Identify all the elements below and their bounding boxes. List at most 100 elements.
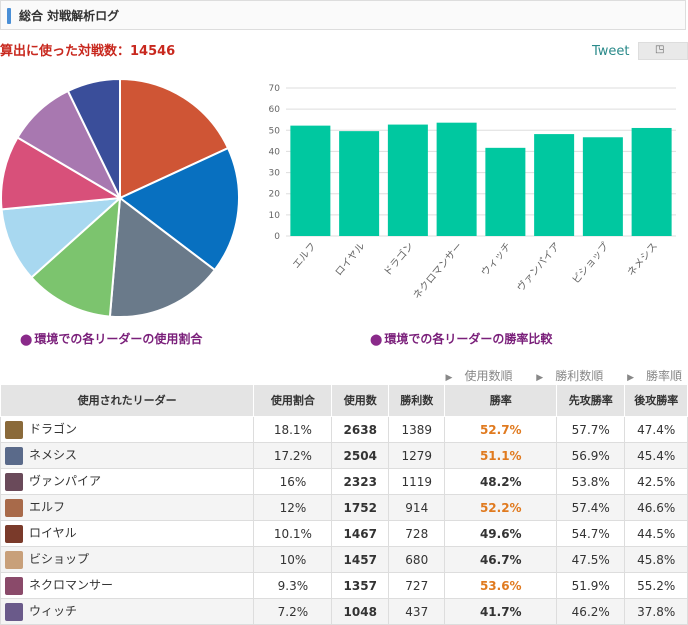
uses-cell: 1357 — [331, 572, 390, 599]
pie-slice[interactable] — [66, 78, 121, 199]
leader-name: ロイヤル — [29, 526, 77, 541]
share-button[interactable]: ◳ — [638, 42, 688, 60]
sort-by-wins[interactable]: ▶ 勝利数順 — [526, 369, 603, 383]
bar[interactable] — [582, 137, 623, 236]
uses-cell: 1752 — [331, 494, 390, 521]
pie-slice[interactable] — [118, 146, 240, 272]
leader-name: エルフ — [29, 500, 66, 515]
leader-cell: ドラゴン — [0, 416, 255, 443]
table-header-row: 使用されたリーダー 使用割合 使用数 勝利数 勝率 先攻勝率 後攻勝率 — [0, 384, 688, 417]
leader-name: ウィッチ — [29, 604, 78, 619]
first-winrate-cell: 54.7% — [556, 520, 626, 547]
bar[interactable] — [485, 147, 526, 236]
first-winrate-cell: 57.4% — [556, 494, 626, 521]
x-tick-label: ロイヤル — [333, 241, 367, 278]
x-tick-label: ネメシス — [625, 240, 660, 278]
y-tick-label: 70 — [269, 84, 281, 94]
first-winrate-cell: 46.2% — [556, 598, 626, 625]
ratio-cell: 12% — [253, 494, 333, 521]
caret-right-icon: ▶ — [536, 373, 544, 383]
leader-avatar-icon — [5, 472, 23, 491]
col-winrate: 勝率 — [444, 384, 558, 417]
bar-caption-text: 環境での各リーダーの勝率比較 — [384, 332, 553, 346]
y-tick-label: 10 — [269, 211, 281, 221]
x-tick-label: エルフ — [291, 241, 319, 271]
second-winrate-cell: 55.2% — [624, 572, 688, 599]
caret-right-icon: ▶ — [627, 373, 634, 383]
bar[interactable] — [534, 134, 575, 236]
table-row: ロイヤル 10.1% 1467 728 49.6% 54.7% 44.5% — [0, 520, 688, 547]
page-header: 総合 対戦解析ログ — [0, 0, 686, 30]
bar[interactable] — [339, 131, 380, 236]
winrate-cell: 51.1% — [444, 442, 558, 469]
leader-cell: ネメシス — [0, 442, 255, 469]
leader-avatar-icon — [5, 446, 23, 465]
first-winrate-cell: 51.9% — [556, 572, 626, 599]
table-row: ビショップ 10% 1457 680 46.7% 47.5% 45.8% — [0, 546, 688, 573]
col-ratio: 使用割合 — [253, 384, 333, 417]
pie-caption-text: 環境での各リーダーの使用割合 — [34, 332, 203, 346]
usage-pie-chart — [0, 78, 240, 318]
bar[interactable] — [436, 122, 477, 236]
caret-right-icon: ▶ — [445, 373, 453, 383]
ratio-cell: 10.1% — [253, 520, 333, 547]
ratio-cell: 9.3% — [253, 572, 333, 599]
pie-slice[interactable] — [108, 196, 217, 318]
leader-avatar-icon — [5, 576, 23, 595]
leader-avatar-icon — [5, 524, 23, 543]
first-winrate-cell: 57.7% — [556, 416, 626, 443]
leader-name: ヴァンパイア — [29, 474, 102, 489]
bar[interactable] — [631, 127, 672, 236]
wins-cell: 728 — [388, 520, 446, 547]
pie-slice[interactable] — [30, 195, 122, 318]
pie-slice[interactable] — [119, 78, 230, 200]
bar[interactable] — [387, 124, 428, 236]
sort-label: 使用数順 — [464, 369, 513, 383]
uses-cell: 2638 — [331, 416, 390, 443]
leader-cell: ヴァンパイア — [0, 468, 255, 495]
wins-cell: 1119 — [388, 468, 446, 495]
y-tick-label: 0 — [274, 232, 280, 242]
tweet-link[interactable]: Tweet — [592, 44, 630, 59]
uses-cell: 2504 — [331, 442, 390, 469]
map-pin-icon: ⬤ — [370, 333, 383, 346]
y-tick-label: 60 — [269, 105, 281, 115]
winrate-cell: 52.2% — [444, 494, 558, 521]
leader-avatar-icon — [5, 602, 23, 621]
sort-by-winrate[interactable]: ▶ 勝率順 — [617, 369, 682, 383]
bookmark-icon: ◳ — [655, 44, 665, 55]
first-winrate-cell: 56.9% — [556, 442, 626, 469]
second-winrate-cell: 44.5% — [624, 520, 688, 547]
table-row: ヴァンパイア 16% 2323 1119 48.2% 53.8% 42.5% — [0, 468, 688, 495]
leader-avatar-icon — [5, 420, 23, 439]
sort-by-uses[interactable]: ▶ 使用数順 — [436, 369, 513, 383]
table-row: ウィッチ 7.2% 1048 437 41.7% 46.2% 37.8% — [0, 598, 688, 625]
x-tick-label: ドラゴン — [381, 240, 417, 279]
ratio-cell: 10% — [253, 546, 333, 573]
leader-name: ビショップ — [29, 552, 90, 567]
x-tick-label: ウィッチ — [479, 240, 514, 278]
winrate-cell: 48.2% — [444, 468, 558, 495]
table-row: ドラゴン 18.1% 2638 1389 52.7% 57.7% 47.4% — [0, 416, 688, 443]
winrate-cell: 49.6% — [444, 520, 558, 547]
ratio-cell: 18.1% — [253, 416, 333, 443]
second-winrate-cell: 45.4% — [624, 442, 688, 469]
winrate-cell: 41.7% — [444, 598, 558, 625]
winrate-cell: 53.6% — [444, 572, 558, 599]
leader-cell: ビショップ — [0, 546, 255, 573]
bar[interactable] — [290, 125, 331, 236]
sort-label: 勝利数順 — [555, 369, 604, 383]
uses-cell: 2323 — [331, 468, 390, 495]
battle-count: 算出に使った対戦数：14546 — [0, 44, 176, 59]
sort-links: ▶ 使用数順 ▶ 勝利数順 ▶ 勝率順 — [426, 367, 682, 384]
x-tick-label: ヴァンパイア — [514, 240, 563, 294]
leader-avatar-icon — [5, 498, 23, 517]
second-winrate-cell: 42.5% — [624, 468, 688, 495]
x-tick-label: ネクロマンサー — [411, 240, 465, 301]
first-winrate-cell: 53.8% — [556, 468, 626, 495]
pie-slice[interactable] — [0, 136, 124, 211]
pie-slice[interactable] — [0, 196, 123, 279]
uses-cell: 1467 — [331, 520, 390, 547]
col-leader: 使用されたリーダー — [0, 384, 255, 417]
